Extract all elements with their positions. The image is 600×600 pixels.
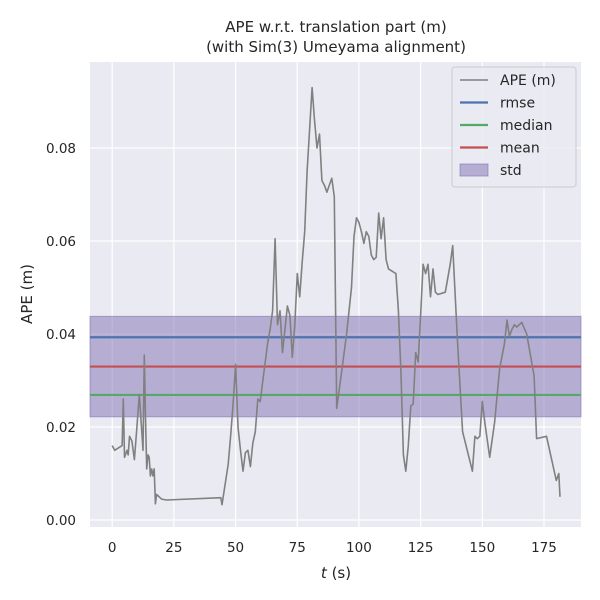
- legend-mean-label: mean: [500, 141, 540, 157]
- ape-series-line: [111, 86, 561, 506]
- y-tick-label: 0.02: [46, 420, 76, 436]
- legend-std-label: std: [500, 163, 522, 179]
- legend-ape-label: APE (m): [500, 73, 556, 89]
- y-tick-label: 0.08: [46, 141, 76, 157]
- legend-box: [451, 66, 577, 188]
- y-tick-label: 0.04: [46, 327, 76, 343]
- legend-rmse-label: rmse: [500, 96, 535, 112]
- x-tick-label: 25: [165, 540, 182, 556]
- x-axis-title-unit: (s): [327, 564, 351, 582]
- x-tick-label: 100: [346, 540, 372, 556]
- x-tick-label: 175: [531, 540, 557, 556]
- legend: APE (m) rmse median mean std: [451, 66, 577, 188]
- x-tick-label: 75: [289, 540, 306, 556]
- y-tick-labels: 0.00 0.02 0.04 0.06 0.08: [46, 141, 76, 529]
- y-tick-label: 0.06: [46, 234, 76, 250]
- x-tick-labels: 0 25 50 75 100 125 150 175: [108, 540, 557, 556]
- series-group: [111, 86, 561, 506]
- x-tick-label: 0: [108, 540, 117, 556]
- legend-std-swatch: [459, 163, 489, 177]
- y-axis-title: APE (m): [18, 264, 36, 324]
- x-tick-label: 50: [227, 540, 244, 556]
- x-axis-title-italic: t: [321, 564, 328, 582]
- x-axis-title: t (s): [321, 564, 351, 582]
- chart-title: APE w.r.t. translation part (m): [225, 18, 446, 36]
- legend-median-label: median: [500, 118, 552, 134]
- y-tick-label: 0.00: [46, 513, 76, 529]
- x-tick-label: 150: [469, 540, 495, 556]
- x-tick-label: 125: [408, 540, 434, 556]
- chart-subtitle: (with Sim(3) Umeyama alignment): [206, 38, 466, 56]
